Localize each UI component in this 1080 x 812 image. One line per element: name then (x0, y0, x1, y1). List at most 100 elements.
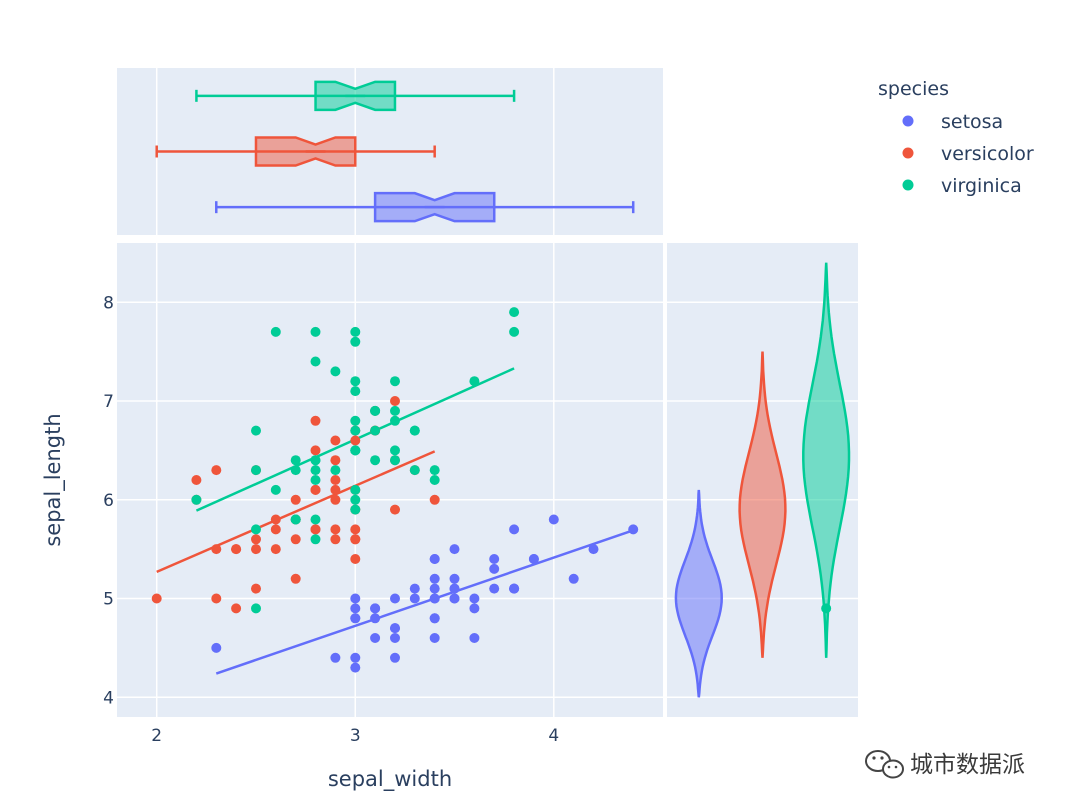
data-point (310, 326, 321, 337)
data-point (370, 603, 381, 614)
data-point (330, 465, 341, 476)
data-point (469, 633, 480, 643)
legend-marker (902, 115, 914, 127)
scatter-points (151, 307, 639, 673)
data-point (251, 583, 261, 594)
data-point (429, 465, 440, 476)
wechat-icon (865, 750, 904, 779)
box-body (254, 136, 357, 167)
data-point (390, 445, 400, 456)
y-tick-labels: 4 5 6 7 8 (103, 293, 114, 708)
data-point (251, 534, 261, 545)
box-plot-versicolor (155, 136, 436, 167)
data-point (290, 494, 301, 505)
data-point (330, 475, 341, 485)
violin-virginica (802, 262, 851, 658)
data-point (469, 593, 480, 604)
watermark: 城市数据派 (865, 750, 1025, 779)
watermark-text: 城市数据派 (910, 752, 1025, 778)
data-point (310, 455, 321, 466)
data-point (211, 642, 222, 653)
data-point (330, 455, 341, 466)
legend-marker (902, 179, 914, 191)
data-point (390, 455, 400, 466)
data-point (310, 465, 321, 476)
data-point (290, 455, 301, 466)
data-point (390, 652, 400, 663)
data-point (270, 484, 281, 495)
data-point (409, 425, 420, 436)
data-point (251, 544, 261, 555)
data-point (489, 583, 500, 594)
legend-item-virginica: virginica (902, 175, 1022, 197)
legend-title: species (878, 78, 949, 100)
x-axis-title: sepal_width (328, 767, 452, 792)
box-plots (155, 80, 635, 223)
data-point (449, 583, 460, 594)
legend-item-setosa: setosa (902, 111, 1003, 133)
data-point (330, 484, 341, 495)
violin-plots (674, 262, 851, 698)
data-point (350, 613, 361, 624)
data-point (310, 445, 321, 456)
data-point (370, 455, 381, 466)
data-point (548, 514, 559, 525)
data-point (528, 554, 539, 564)
data-point (390, 405, 400, 416)
data-point (191, 494, 202, 505)
legend: species setosa versicolor virginica (878, 78, 1034, 197)
trend-line-setosa (215, 529, 634, 675)
violin-body (738, 351, 787, 658)
data-point (350, 326, 361, 337)
data-point (509, 583, 520, 594)
legend-label: versicolor (941, 143, 1034, 165)
data-point (370, 633, 381, 643)
data-point (290, 534, 301, 545)
box-plot-virginica (195, 80, 516, 112)
data-point (469, 603, 480, 614)
data-point (429, 554, 440, 564)
y-tick-label: 6 (103, 491, 114, 511)
data-point (350, 445, 361, 456)
series-virginica (191, 307, 520, 614)
violin-outlier (821, 603, 832, 614)
data-point (231, 603, 242, 614)
data-point (568, 573, 579, 584)
data-point (370, 613, 381, 624)
x-tick-label: 4 (548, 726, 559, 746)
data-point (290, 573, 301, 584)
data-point (429, 613, 440, 624)
data-point (509, 524, 520, 535)
data-point (429, 573, 440, 584)
data-point (628, 524, 639, 535)
data-point (390, 633, 400, 643)
legend-label: setosa (941, 111, 1003, 133)
data-point (310, 475, 321, 485)
data-point (350, 484, 361, 495)
data-point (310, 524, 321, 535)
data-point (509, 307, 520, 318)
data-point (350, 435, 361, 446)
x-tick-labels: 2 3 4 (151, 726, 559, 746)
series-setosa (211, 514, 639, 673)
data-point (350, 524, 361, 535)
data-point (211, 593, 222, 604)
violin-body (802, 262, 851, 658)
data-point (370, 425, 381, 436)
data-point (270, 524, 281, 535)
data-point (350, 554, 361, 564)
data-point (270, 514, 281, 525)
data-point (429, 494, 440, 505)
data-point (390, 396, 400, 406)
violin-versicolor (738, 351, 787, 658)
data-point (330, 435, 341, 446)
data-point (251, 465, 261, 476)
data-point (251, 425, 261, 436)
y-tick-label: 7 (103, 392, 114, 412)
data-point (449, 573, 460, 584)
data-point (489, 554, 500, 564)
data-point (469, 376, 480, 387)
data-point (449, 593, 460, 604)
data-point (211, 465, 222, 476)
